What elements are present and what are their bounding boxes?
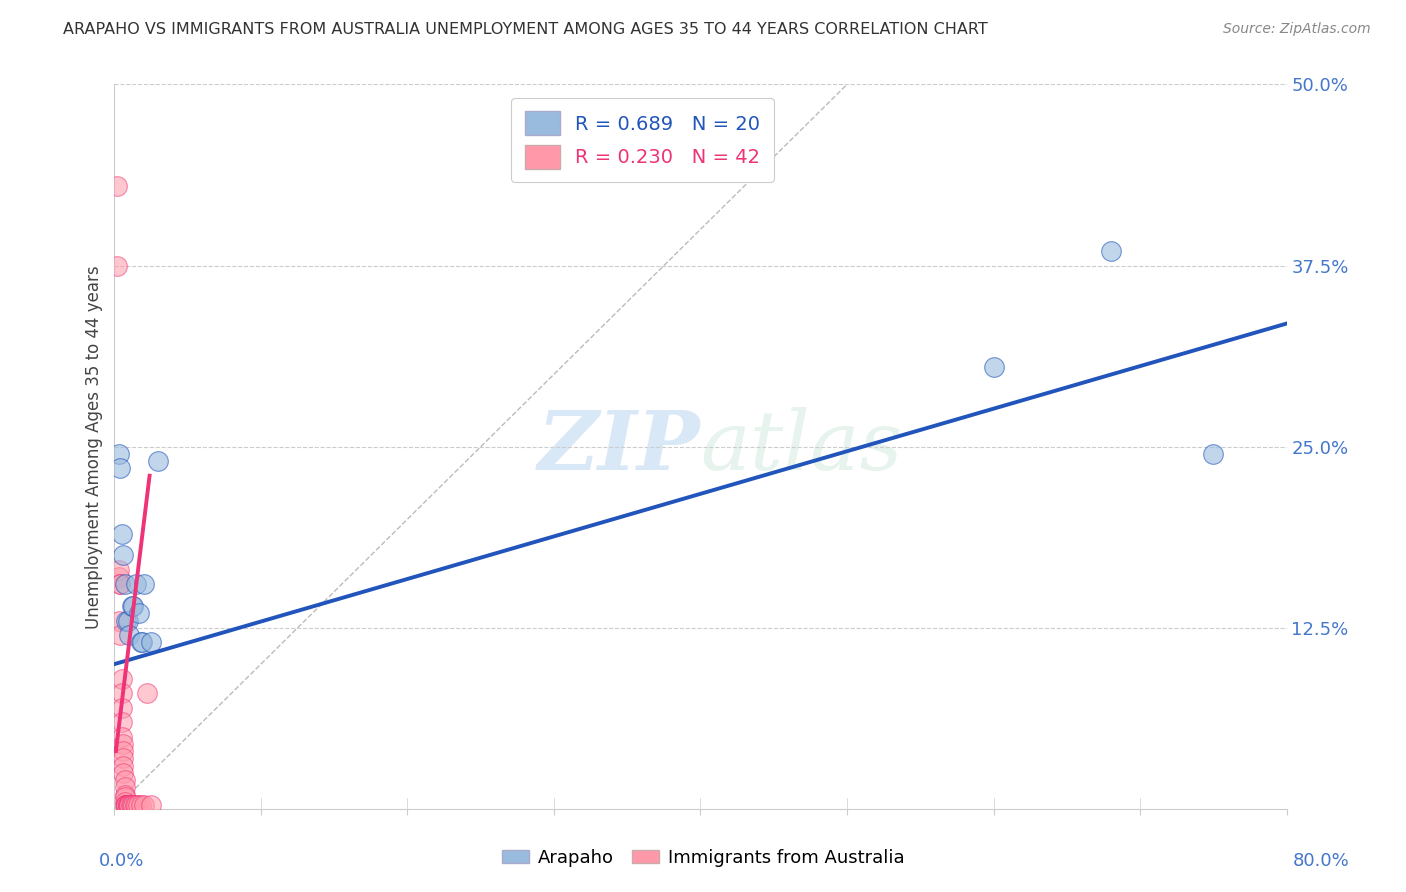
Point bbox=[125, 797, 148, 812]
Point bbox=[139, 635, 162, 649]
Point bbox=[114, 795, 136, 809]
Point bbox=[139, 797, 162, 812]
Point bbox=[111, 686, 134, 700]
Point bbox=[118, 797, 141, 812]
Point bbox=[111, 730, 134, 744]
Point bbox=[114, 788, 136, 802]
Point bbox=[115, 614, 138, 628]
Point bbox=[1202, 447, 1225, 461]
Point bbox=[114, 797, 136, 812]
Point bbox=[1099, 244, 1122, 258]
Point bbox=[112, 737, 135, 751]
Text: ZIP: ZIP bbox=[538, 407, 700, 487]
Point bbox=[105, 178, 128, 193]
Point bbox=[112, 758, 135, 772]
Point bbox=[122, 599, 145, 614]
Point bbox=[114, 790, 136, 805]
Point bbox=[117, 797, 139, 812]
Point bbox=[129, 797, 152, 812]
Legend: R = 0.689   N = 20, R = 0.230   N = 42: R = 0.689 N = 20, R = 0.230 N = 42 bbox=[510, 98, 773, 182]
Point bbox=[121, 797, 143, 812]
Point bbox=[112, 765, 135, 780]
Point bbox=[115, 797, 138, 812]
Text: Source: ZipAtlas.com: Source: ZipAtlas.com bbox=[1223, 22, 1371, 37]
Point bbox=[118, 797, 141, 812]
Text: 0.0%: 0.0% bbox=[98, 852, 143, 870]
Point bbox=[112, 549, 135, 563]
Point bbox=[128, 607, 150, 621]
Point bbox=[114, 577, 136, 591]
Point bbox=[110, 461, 132, 475]
Point bbox=[122, 797, 145, 812]
Point bbox=[114, 780, 136, 795]
Point bbox=[117, 797, 139, 812]
Point bbox=[983, 359, 1005, 374]
Text: atlas: atlas bbox=[700, 407, 903, 487]
Point bbox=[129, 635, 152, 649]
Point bbox=[105, 259, 128, 273]
Text: 80.0%: 80.0% bbox=[1294, 852, 1350, 870]
Point bbox=[120, 797, 142, 812]
Point bbox=[115, 797, 138, 812]
Point bbox=[132, 797, 155, 812]
Point bbox=[148, 454, 170, 468]
Point bbox=[107, 447, 129, 461]
Point bbox=[111, 526, 134, 541]
Point bbox=[125, 577, 148, 591]
Point bbox=[107, 614, 129, 628]
Point bbox=[127, 797, 149, 812]
Point bbox=[112, 751, 135, 765]
Point bbox=[110, 577, 132, 591]
Point bbox=[107, 570, 129, 584]
Text: ARAPAHO VS IMMIGRANTS FROM AUSTRALIA UNEMPLOYMENT AMONG AGES 35 TO 44 YEARS CORR: ARAPAHO VS IMMIGRANTS FROM AUSTRALIA UNE… bbox=[63, 22, 988, 37]
Point bbox=[121, 599, 143, 614]
Point bbox=[132, 577, 155, 591]
Point bbox=[118, 628, 141, 642]
Point bbox=[131, 635, 153, 649]
Point bbox=[110, 628, 132, 642]
Point bbox=[117, 797, 139, 812]
Point bbox=[117, 614, 139, 628]
Point bbox=[111, 714, 134, 729]
Point bbox=[107, 563, 129, 577]
Point bbox=[111, 700, 134, 714]
Point bbox=[115, 797, 138, 812]
Point bbox=[124, 797, 146, 812]
Point bbox=[114, 772, 136, 787]
Y-axis label: Unemployment Among Ages 35 to 44 years: Unemployment Among Ages 35 to 44 years bbox=[86, 265, 103, 629]
Point bbox=[112, 744, 135, 758]
Point bbox=[135, 686, 157, 700]
Point bbox=[111, 672, 134, 686]
Legend: Arapaho, Immigrants from Australia: Arapaho, Immigrants from Australia bbox=[495, 842, 911, 874]
Point bbox=[110, 577, 132, 591]
